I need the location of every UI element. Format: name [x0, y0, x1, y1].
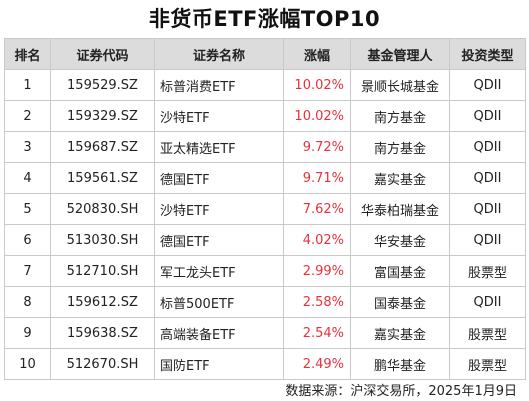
name-cell: 国防ETF: [154, 348, 284, 380]
code-cell: 159612.SZ: [50, 286, 155, 318]
rank-cell: 3: [4, 131, 51, 163]
code-cell: 520830.SH: [50, 193, 155, 225]
type-cell: QDII: [449, 286, 526, 318]
change-cell: 7.62%: [283, 193, 351, 225]
name-cell: 标普消费ETF: [154, 69, 284, 101]
table-row: 4 159561.SZ 德国ETF 9.71% 嘉实基金 QDII: [4, 162, 526, 194]
manager-cell: 华安基金: [350, 224, 450, 256]
rank-cell: 5: [4, 193, 51, 225]
header-rank: 排名: [4, 38, 51, 70]
name-cell: 德国ETF: [154, 224, 284, 256]
table-body: 1 159529.SZ 标普消费ETF 10.02% 景顺长城基金 QDII 2…: [4, 69, 526, 380]
table-row: 7 512710.SH 军工龙头ETF 2.99% 富国基金 股票型: [4, 255, 526, 287]
header-manager: 基金管理人: [350, 38, 450, 70]
code-cell: 513030.SH: [50, 224, 155, 256]
code-cell: 159329.SZ: [50, 100, 155, 132]
header-row: 排名 证券代码 证券名称 涨幅 基金管理人 投资类型: [4, 38, 526, 70]
table-row: 8 159612.SZ 标普500ETF 2.58% 国泰基金 QDII: [4, 286, 526, 318]
rank-cell: 10: [4, 348, 51, 380]
rank-cell: 8: [4, 286, 51, 318]
type-cell: 股票型: [449, 317, 526, 349]
manager-cell: 富国基金: [350, 255, 450, 287]
table-row: 10 512670.SH 国防ETF 2.49% 鹏华基金 股票型: [4, 348, 526, 380]
rank-cell: 2: [4, 100, 51, 132]
code-cell: 512710.SH: [50, 255, 155, 287]
type-cell: QDII: [449, 162, 526, 194]
manager-cell: 嘉实基金: [350, 317, 450, 349]
name-cell: 德国ETF: [154, 162, 284, 194]
table-row: 5 520830.SH 沙特ETF 7.62% 华泰柏瑞基金 QDII: [4, 193, 526, 225]
name-cell: 沙特ETF: [154, 193, 284, 225]
header-name: 证券名称: [154, 38, 284, 70]
table-row: 6 513030.SH 德国ETF 4.02% 华安基金 QDII: [4, 224, 526, 256]
change-cell: 9.71%: [283, 162, 351, 194]
data-source-note: 数据来源：沪深交易所，2025年1月9日: [285, 384, 517, 399]
rank-cell: 1: [4, 69, 51, 101]
rank-cell: 6: [4, 224, 51, 256]
change-cell: 9.72%: [283, 131, 351, 163]
manager-cell: 嘉实基金: [350, 162, 450, 194]
change-cell: 4.02%: [283, 224, 351, 256]
name-cell: 高端装备ETF: [154, 317, 284, 349]
name-cell: 沙特ETF: [154, 100, 284, 132]
name-cell: 亚太精选ETF: [154, 131, 284, 163]
type-cell: 股票型: [449, 255, 526, 287]
code-cell: 159687.SZ: [50, 131, 155, 163]
type-cell: QDII: [449, 193, 526, 225]
header-change: 涨幅: [283, 38, 351, 70]
change-cell: 2.49%: [283, 348, 351, 380]
change-cell: 2.54%: [283, 317, 351, 349]
manager-cell: 国泰基金: [350, 286, 450, 318]
name-cell: 军工龙头ETF: [154, 255, 284, 287]
table-row: 9 159638.SZ 高端装备ETF 2.54% 嘉实基金 股票型: [4, 317, 526, 349]
name-cell: 标普500ETF: [154, 286, 284, 318]
code-cell: 159561.SZ: [50, 162, 155, 194]
header-code: 证券代码: [50, 38, 155, 70]
change-cell: 2.58%: [283, 286, 351, 318]
etf-ranking-table: 排名 证券代码 证券名称 涨幅 基金管理人 投资类型 1 159529.SZ 标…: [4, 38, 526, 380]
table-row: 2 159329.SZ 沙特ETF 10.02% 南方基金 QDII: [4, 100, 526, 132]
type-cell: 股票型: [449, 348, 526, 380]
manager-cell: 景顺长城基金: [350, 69, 450, 101]
type-cell: QDII: [449, 69, 526, 101]
rank-cell: 9: [4, 317, 51, 349]
type-cell: QDII: [449, 100, 526, 132]
code-cell: 159529.SZ: [50, 69, 155, 101]
change-cell: 10.02%: [283, 69, 351, 101]
manager-cell: 鹏华基金: [350, 348, 450, 380]
change-cell: 10.02%: [283, 100, 351, 132]
table-row: 1 159529.SZ 标普消费ETF 10.02% 景顺长城基金 QDII: [4, 69, 526, 101]
manager-cell: 南方基金: [350, 100, 450, 132]
table-row: 3 159687.SZ 亚太精选ETF 9.72% 南方基金 QDII: [4, 131, 526, 163]
header-type: 投资类型: [449, 38, 526, 70]
type-cell: QDII: [449, 224, 526, 256]
change-cell: 2.99%: [283, 255, 351, 287]
code-cell: 159638.SZ: [50, 317, 155, 349]
type-cell: QDII: [449, 131, 526, 163]
code-cell: 512670.SH: [50, 348, 155, 380]
manager-cell: 华泰柏瑞基金: [350, 193, 450, 225]
rank-cell: 4: [4, 162, 51, 194]
table-title: 非货币ETF涨幅TOP10: [148, 7, 381, 31]
manager-cell: 南方基金: [350, 131, 450, 163]
rank-cell: 7: [4, 255, 51, 287]
